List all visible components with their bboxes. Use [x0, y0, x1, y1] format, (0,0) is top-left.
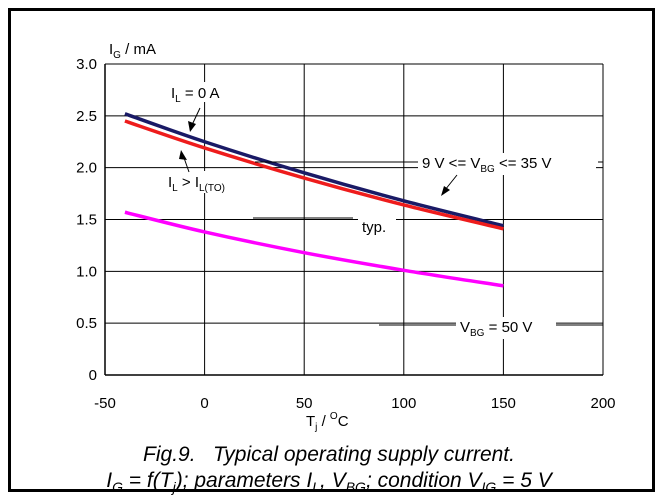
annotation-ilto: IL > IL(TO) — [168, 174, 225, 194]
x-tick-label: 100 — [391, 395, 416, 412]
label-background — [358, 217, 396, 237]
arrow-head — [441, 186, 450, 196]
leader-line — [444, 174, 458, 191]
x-tick-label: 0 — [200, 395, 208, 412]
y-tick-label: 1.0 — [76, 263, 97, 280]
label-background — [456, 317, 556, 339]
y-tick-label: 2.5 — [76, 108, 97, 125]
x-axis-label: Tj / OC — [306, 411, 349, 433]
series-line-il0 — [124, 112, 504, 228]
annotation-range: 9 V <= VBG <= 35 V — [422, 155, 552, 175]
figure-frame — [8, 8, 655, 492]
annotations — [165, 82, 603, 339]
x-tick-label: 200 — [590, 395, 615, 412]
arrow-head — [188, 121, 196, 132]
series-line-vbg50 — [124, 210, 504, 288]
label-background — [165, 171, 253, 193]
annotation-typ: typ. — [362, 219, 386, 236]
leader-line — [191, 107, 201, 126]
caption-line-1: Fig.9. Typical operating supply current. — [143, 443, 515, 466]
y-tick-label: 0 — [89, 367, 97, 384]
axes — [104, 64, 603, 376]
x-tick-label: 150 — [491, 395, 516, 412]
x-tick-label: -50 — [94, 395, 116, 412]
y-tick-label: 3.0 — [76, 56, 97, 73]
tick-labels: -50 0 50 100 150 200 0 0.5 1.0 1.5 2.0 2.5 3.0 — [76, 56, 615, 412]
y-axis-label: IG / mA — [109, 41, 156, 61]
y-tick-label: 1.5 — [76, 212, 97, 229]
arrow-head — [179, 150, 187, 160]
series-lines — [124, 112, 504, 288]
label-background — [168, 82, 248, 102]
x-tick-label: 50 — [296, 395, 313, 412]
y-tick-label: 2.0 — [76, 160, 97, 177]
annotation-il0: IL = 0 A — [171, 85, 220, 105]
series-line-ilto — [124, 119, 504, 231]
caption-line-2: IG = f(Tj); parameters IL, VBG; conditio… — [106, 469, 554, 495]
label-background — [418, 153, 596, 175]
annotation-vbg50: VBG = 50 V — [460, 319, 532, 339]
y-tick-label: 0.5 — [76, 315, 97, 332]
